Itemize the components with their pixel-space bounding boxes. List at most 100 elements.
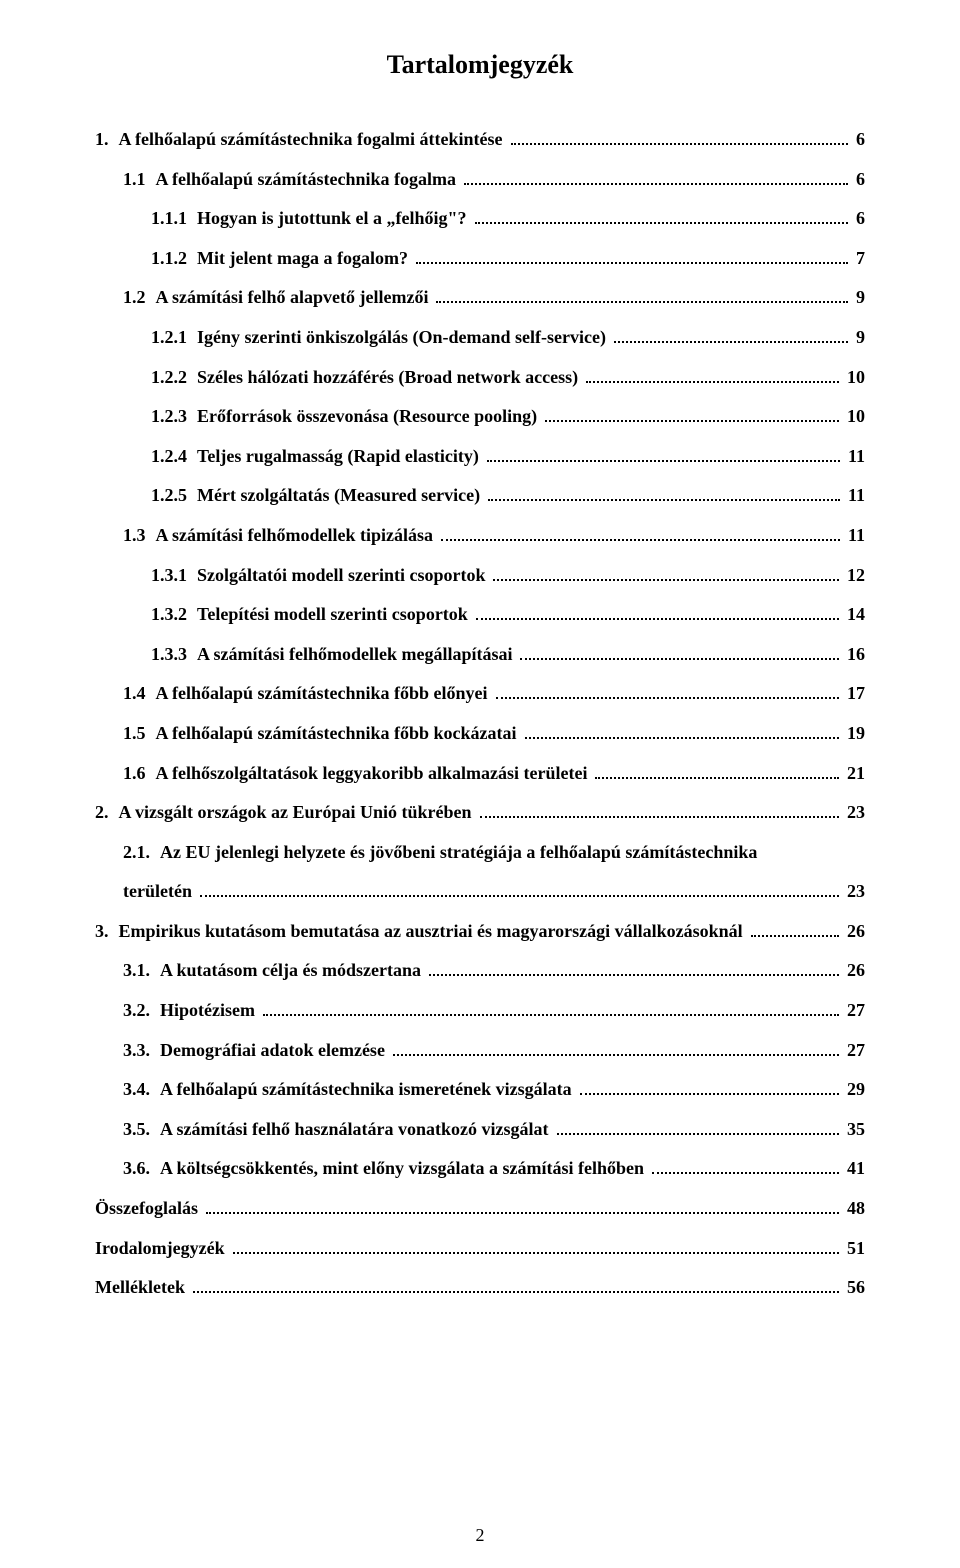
toc-number: 1.5 (123, 714, 156, 754)
toc-page: 6 (852, 160, 865, 200)
toc-number: 1.3.1 (151, 556, 197, 596)
toc-leader-dots (393, 1039, 839, 1055)
toc-page: 26 (843, 912, 865, 952)
toc-page: 29 (843, 1070, 865, 1110)
toc-text: Az EU jelenlegi helyzete és jövőbeni str… (160, 833, 761, 873)
toc-leader-dots (652, 1158, 839, 1174)
toc-number: 1.2.1 (151, 318, 197, 358)
toc-text: A felhőalapú számítástechnika ismereténe… (160, 1070, 576, 1110)
toc-entry[interactable]: 1.1.1Hogyan is jutottunk el a „felhőig"?… (95, 199, 865, 239)
toc-leader-dots (206, 1198, 839, 1214)
toc-text: Demográfiai adatok elemzése (160, 1031, 389, 1071)
toc-page: 26 (843, 951, 865, 991)
toc-entry[interactable]: 1.3A számítási felhőmodellek tipizálása1… (95, 516, 865, 556)
toc-entry[interactable]: 1.1.2Mit jelent maga a fogalom? 7 (95, 239, 865, 279)
toc-entry[interactable]: 1.3.1Szolgáltatói modell szerinti csopor… (95, 556, 865, 596)
toc-entry[interactable]: 1.1A felhőalapú számítástechnika fogalma… (95, 160, 865, 200)
toc-text: A számítási felhő használatára vonatkozó… (160, 1110, 553, 1150)
toc-leader-dots (193, 1277, 839, 1293)
toc-text: Mért szolgáltatás (Measured service) (197, 476, 484, 516)
toc-entry[interactable]: 1.6A felhőszolgáltatások leggyakoribb al… (95, 754, 865, 794)
toc-leader-dots (475, 208, 848, 224)
toc-entry[interactable]: 3.3.Demográfiai adatok elemzése27 (95, 1031, 865, 1071)
toc-text: A felhőalapú számítástechnika főbb előny… (156, 674, 492, 714)
toc-entry[interactable]: 3.2.Hipotézisem27 (95, 991, 865, 1031)
toc-page: 7 (852, 239, 865, 279)
toc-text: A számítási felhő alapvető jellemzői (156, 278, 433, 318)
toc-leader-dots (525, 723, 839, 739)
toc-text: A vizsgált országok az Európai Unió tükr… (119, 793, 476, 833)
toc-entry[interactable]: 3.1.A kutatásom célja és módszertana26 (95, 951, 865, 991)
toc-entry[interactable]: 1.3.2Telepítési modell szerinti csoporto… (95, 595, 865, 635)
toc-page: 23 (843, 793, 865, 833)
toc-leader-dots (441, 525, 840, 541)
table-of-contents: 1.A felhőalapú számítástechnika fogalmi … (95, 120, 865, 1308)
toc-page: 12 (843, 556, 865, 596)
toc-entry[interactable]: 1.2A számítási felhő alapvető jellemzői9 (95, 278, 865, 318)
toc-number: 1.3 (123, 516, 156, 556)
toc-leader-dots (200, 881, 839, 897)
toc-number: 3.6. (123, 1149, 160, 1189)
toc-text: Telepítési modell szerinti csoportok (197, 595, 472, 635)
toc-text: A felhőszolgáltatások leggyakoribb alkal… (156, 754, 592, 794)
page-title: Tartalomjegyzék (95, 50, 865, 80)
toc-entry-continuation[interactable]: területén23 (95, 872, 865, 912)
toc-entry[interactable]: 1.5A felhőalapú számítástechnika főbb ko… (95, 714, 865, 754)
toc-entry[interactable]: 3.6.A költségcsökkentés, mint előny vizs… (95, 1149, 865, 1189)
toc-number: 3.1. (123, 951, 160, 991)
toc-page: 10 (843, 397, 865, 437)
toc-leader-dots (580, 1079, 839, 1095)
toc-entry[interactable]: 2.A vizsgált országok az Európai Unió tü… (95, 793, 865, 833)
toc-number: 1. (95, 120, 119, 160)
toc-number: 1.3.3 (151, 635, 197, 675)
toc-page: 27 (843, 991, 865, 1031)
toc-leader-dots (488, 485, 840, 501)
toc-entry[interactable]: Irodalomjegyzék51 (95, 1229, 865, 1269)
toc-leader-dots (480, 802, 839, 818)
toc-page: 16 (843, 635, 865, 675)
toc-page: 6 (852, 120, 865, 160)
toc-number: 1.6 (123, 754, 156, 794)
toc-page: 41 (843, 1149, 865, 1189)
toc-leader-dots (436, 287, 848, 303)
toc-text: Szolgáltatói modell szerinti csoportok (197, 556, 489, 596)
toc-leader-dots (595, 762, 839, 778)
toc-page: 21 (843, 754, 865, 794)
toc-entry[interactable]: Összefoglalás48 (95, 1189, 865, 1229)
toc-leader-dots (586, 366, 839, 382)
toc-entry[interactable]: 1.4A felhőalapú számítástechnika főbb el… (95, 674, 865, 714)
toc-number: 1.2.4 (151, 437, 197, 477)
toc-entry[interactable]: 3.Empirikus kutatásom bemutatása az ausz… (95, 912, 865, 952)
toc-leader-dots (614, 327, 848, 343)
toc-text: A felhőalapú számítástechnika fogalmi át… (119, 120, 507, 160)
toc-number: 1.1.2 (151, 239, 197, 279)
toc-number: 1.4 (123, 674, 156, 714)
toc-entry[interactable]: 2.1.Az EU jelenlegi helyzete és jövőbeni… (95, 833, 865, 873)
toc-leader-dots (263, 1000, 839, 1016)
toc-leader-dots (751, 920, 839, 936)
toc-number: 2.1. (123, 833, 160, 873)
toc-page: 11 (844, 437, 865, 477)
toc-text: Irodalomjegyzék (95, 1229, 229, 1269)
toc-entry[interactable]: 3.4.A felhőalapú számítástechnika ismere… (95, 1070, 865, 1110)
toc-text: Széles hálózati hozzáférés (Broad networ… (197, 358, 582, 398)
toc-text: A számítási felhőmodellek megállapításai (197, 635, 516, 675)
toc-text: Teljes rugalmasság (Rapid elasticity) (197, 437, 483, 477)
toc-entry[interactable]: 1.2.4Teljes rugalmasság (Rapid elasticit… (95, 437, 865, 477)
toc-text: Összefoglalás (95, 1189, 202, 1229)
toc-entry[interactable]: 1.2.3Erőforrások összevonása (Resource p… (95, 397, 865, 437)
toc-number: 1.2.5 (151, 476, 197, 516)
toc-entry[interactable]: Mellékletek56 (95, 1268, 865, 1308)
toc-text: Mit jelent maga a fogalom? (197, 239, 412, 279)
toc-entry[interactable]: 1.2.5Mért szolgáltatás (Measured service… (95, 476, 865, 516)
toc-number: 3. (95, 912, 119, 952)
toc-leader-dots (476, 604, 839, 620)
toc-leader-dots (493, 564, 839, 580)
toc-number: 1.3.2 (151, 595, 197, 635)
toc-text: Igény szerinti önkiszolgálás (On-demand … (197, 318, 610, 358)
toc-entry[interactable]: 3.5.A számítási felhő használatára vonat… (95, 1110, 865, 1150)
toc-entry[interactable]: 1.3.3A számítási felhőmodellek megállapí… (95, 635, 865, 675)
toc-entry[interactable]: 1.A felhőalapú számítástechnika fogalmi … (95, 120, 865, 160)
toc-entry[interactable]: 1.2.1Igény szerinti önkiszolgálás (On-de… (95, 318, 865, 358)
toc-entry[interactable]: 1.2.2Széles hálózati hozzáférés (Broad n… (95, 358, 865, 398)
